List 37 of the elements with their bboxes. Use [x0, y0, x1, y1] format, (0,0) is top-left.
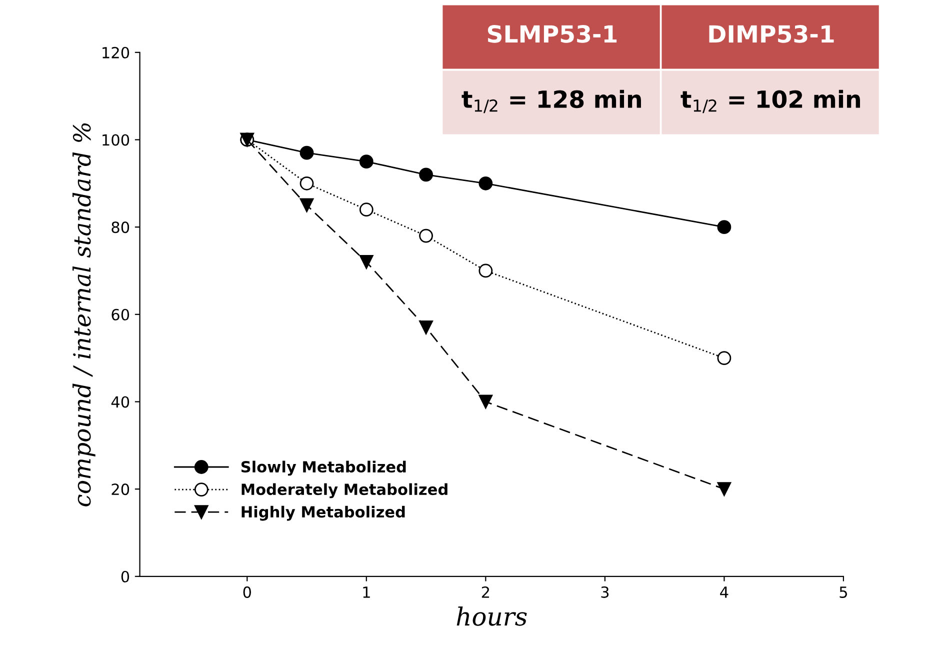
point	[717, 351, 732, 366]
point	[419, 320, 433, 334]
text: SLMP53-1	[488, 25, 617, 43]
point	[419, 168, 433, 182]
point	[419, 228, 433, 243]
x-tick-label: 1	[363, 586, 370, 598]
y-tick-label: 80	[112, 222, 130, 234]
x-tick-label: 3	[601, 586, 609, 598]
point	[478, 176, 493, 190]
y-tick-label: 0	[121, 570, 130, 582]
x-tick-label: 0	[243, 586, 251, 598]
annotation: t$_{1/2}$ = 128 min	[462, 90, 641, 114]
point	[478, 264, 493, 278]
legend-label: Slowly Metabolized	[241, 460, 406, 476]
point	[359, 255, 374, 269]
y-tick-label: 120	[102, 46, 130, 58]
x-tick-label: 2	[482, 586, 489, 598]
y-tick-label: 40	[111, 396, 130, 408]
annotation: t$_{1/2}$ = 102 min	[680, 90, 860, 114]
x-tick-label: 5	[840, 586, 847, 598]
point	[478, 394, 493, 409]
x-tick-label: 4	[720, 586, 728, 598]
text: DIMP53-1	[709, 25, 834, 43]
y-tick-label: 60	[112, 308, 130, 320]
point	[300, 198, 314, 212]
point	[717, 220, 732, 234]
legend-label: Highly Metabolized	[242, 506, 405, 521]
y-tick-label: 20	[112, 484, 130, 496]
x-axis-title: hours	[456, 606, 527, 626]
point	[359, 202, 374, 217]
legend-label: Moderately Metabolized	[242, 483, 448, 498]
y-tick-label: 100	[102, 134, 130, 146]
point	[300, 146, 314, 160]
y-axis-title: compound / internal standard %	[72, 123, 96, 506]
point	[300, 176, 314, 190]
point	[717, 482, 732, 496]
point	[359, 154, 374, 169]
